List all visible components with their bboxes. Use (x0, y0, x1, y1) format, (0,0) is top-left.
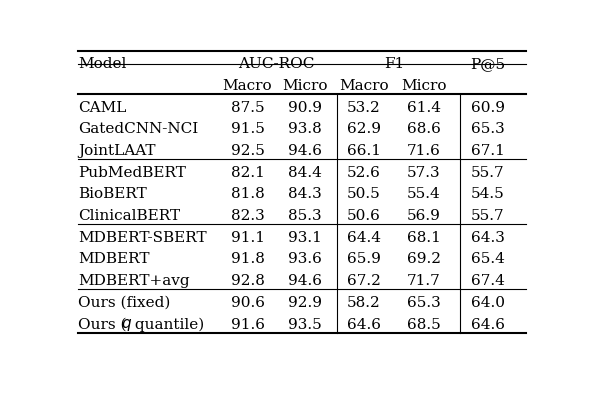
Text: Model: Model (78, 57, 127, 71)
Text: CAML: CAML (78, 101, 127, 115)
Text: JointLAAT: JointLAAT (78, 144, 156, 158)
Text: F1: F1 (384, 57, 404, 71)
Text: 54.5: 54.5 (471, 188, 504, 202)
Text: 81.8: 81.8 (231, 188, 264, 202)
Text: 64.0: 64.0 (471, 296, 504, 310)
Text: 65.9: 65.9 (347, 252, 381, 266)
Text: 56.9: 56.9 (407, 209, 441, 223)
Text: 87.5: 87.5 (231, 101, 264, 115)
Text: 91.5: 91.5 (231, 122, 264, 136)
Text: 64.6: 64.6 (471, 318, 504, 332)
Text: 91.8: 91.8 (231, 252, 264, 266)
Text: 94.6: 94.6 (288, 274, 322, 288)
Text: 93.5: 93.5 (288, 318, 322, 332)
Text: 82.1: 82.1 (231, 166, 264, 180)
Text: 50.5: 50.5 (348, 188, 381, 202)
Text: 82.3: 82.3 (231, 209, 264, 223)
Text: 93.1: 93.1 (288, 231, 322, 245)
Text: BioBERT: BioBERT (78, 188, 147, 202)
Text: 67.2: 67.2 (347, 274, 381, 288)
Text: 92.9: 92.9 (288, 296, 322, 310)
Text: 55.7: 55.7 (471, 166, 504, 180)
Text: $q$: $q$ (121, 316, 132, 332)
Text: 84.4: 84.4 (288, 166, 322, 180)
Text: 91.6: 91.6 (231, 318, 264, 332)
Text: 92.5: 92.5 (231, 144, 264, 158)
Text: 67.4: 67.4 (471, 274, 504, 288)
Text: MDBERT-SBERT: MDBERT-SBERT (78, 231, 207, 245)
Text: ClinicalBERT: ClinicalBERT (78, 209, 181, 223)
Text: 64.6: 64.6 (347, 318, 381, 332)
Text: 90.9: 90.9 (288, 101, 322, 115)
Text: 65.3: 65.3 (471, 122, 504, 136)
Text: 93.8: 93.8 (288, 122, 322, 136)
Text: 64.4: 64.4 (347, 231, 381, 245)
Text: 62.9: 62.9 (347, 122, 381, 136)
Text: 94.6: 94.6 (288, 144, 322, 158)
Text: 69.2: 69.2 (407, 252, 441, 266)
Text: quantile): quantile) (130, 317, 204, 332)
Text: 90.6: 90.6 (231, 296, 264, 310)
Text: 50.6: 50.6 (347, 209, 381, 223)
Text: P@5: P@5 (470, 57, 505, 71)
Text: Micro: Micro (282, 79, 327, 93)
Text: Micro: Micro (401, 79, 446, 93)
Text: 65.4: 65.4 (471, 252, 504, 266)
Text: 55.4: 55.4 (407, 188, 440, 202)
Text: 84.3: 84.3 (288, 188, 322, 202)
Text: MDBERT: MDBERT (78, 252, 150, 266)
Text: 67.1: 67.1 (471, 144, 504, 158)
Text: 71.7: 71.7 (407, 274, 440, 288)
Text: 92.8: 92.8 (231, 274, 264, 288)
Text: 65.3: 65.3 (407, 296, 440, 310)
Text: 85.3: 85.3 (288, 209, 322, 223)
Text: Macro: Macro (222, 79, 273, 93)
Text: 93.6: 93.6 (288, 252, 322, 266)
Text: 66.1: 66.1 (347, 144, 381, 158)
Text: 68.5: 68.5 (407, 318, 440, 332)
Text: 57.3: 57.3 (407, 166, 440, 180)
Text: MDBERT+avg: MDBERT+avg (78, 274, 190, 288)
Text: Macro: Macro (339, 79, 389, 93)
Text: 53.2: 53.2 (348, 101, 381, 115)
Text: Ours (fixed): Ours (fixed) (78, 296, 171, 310)
Text: GatedCNN-NCI: GatedCNN-NCI (78, 122, 199, 136)
Text: 71.6: 71.6 (407, 144, 441, 158)
Text: Ours (: Ours ( (78, 318, 127, 332)
Text: 64.3: 64.3 (471, 231, 504, 245)
Text: 52.6: 52.6 (347, 166, 381, 180)
Text: 61.4: 61.4 (407, 101, 441, 115)
Text: 68.6: 68.6 (407, 122, 441, 136)
Text: 58.2: 58.2 (348, 296, 381, 310)
Text: AUC-ROC: AUC-ROC (238, 57, 314, 71)
Text: 91.1: 91.1 (231, 231, 264, 245)
Text: 60.9: 60.9 (471, 101, 504, 115)
Text: PubMedBERT: PubMedBERT (78, 166, 186, 180)
Text: 55.7: 55.7 (471, 209, 504, 223)
Text: 68.1: 68.1 (407, 231, 441, 245)
